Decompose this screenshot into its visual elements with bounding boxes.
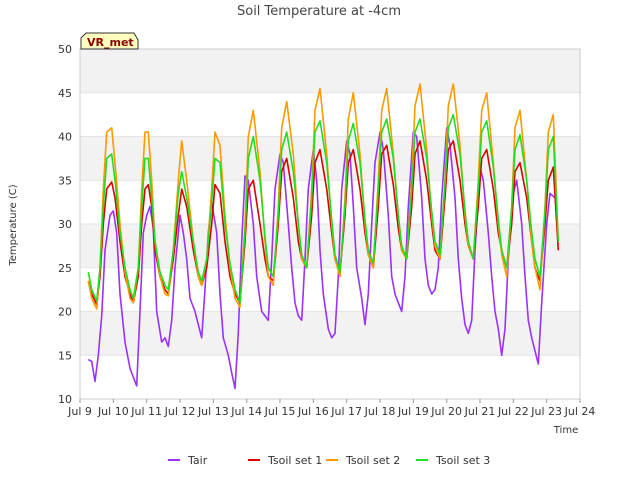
x-tick-label: Jul 16	[297, 405, 329, 418]
y-tick-label: 15	[58, 349, 72, 362]
y-tick-label: 40	[58, 131, 72, 144]
x-tick-label: Jul 13	[197, 405, 229, 418]
series-line-tair	[87, 127, 556, 390]
plot-frame	[79, 48, 581, 400]
badge-label: VR_met	[87, 36, 134, 49]
grid-band	[80, 136, 580, 181]
series-lines	[87, 83, 560, 390]
series-line-tsoil-set-3	[87, 113, 560, 304]
x-axis-label: Time	[553, 425, 578, 436]
x-tick-label: Jul 14	[230, 405, 262, 418]
x-tick-label: Jul 19	[397, 405, 429, 418]
y-axis: 10 15 20 25 30 35 40 45 50	[58, 43, 72, 406]
x-tick-label: Jul 15	[264, 405, 296, 418]
grid-band	[80, 49, 580, 93]
x-tick-label: Jul 21	[464, 405, 496, 418]
y-tick-label: 50	[58, 43, 72, 56]
chart-title: Soil Temperature at -4cm	[237, 4, 401, 19]
x-tick-label: Jul 20	[430, 405, 462, 418]
x-tick-label: Jul 11	[130, 405, 162, 418]
x-tick-label: Jul 18	[364, 405, 396, 418]
x-tick-label: Jul 22	[497, 405, 529, 418]
series-line-tsoil-set-1	[87, 140, 560, 306]
y-tick-label: 10	[58, 393, 72, 406]
x-tick-label: Jul 12	[164, 405, 196, 418]
x-tick-label: Jul 23	[530, 405, 562, 418]
x-axis: Jul 9 Jul 10 Jul 11 Jul 12 Jul 13 Jul 14 Jul 1…	[67, 399, 595, 418]
legend-label: Tsoil set 2	[345, 454, 400, 467]
legend-label: Tair	[187, 454, 208, 467]
x-tick-label: Jul 24	[564, 405, 596, 418]
legend-label: Tsoil set 3	[435, 454, 490, 467]
y-tick-label: 35	[58, 174, 72, 187]
x-tick-label: Jul 10	[97, 405, 129, 418]
badge-shape	[80, 32, 139, 50]
x-tick-label: Jul 17	[330, 405, 362, 418]
y-axis-label: Temperature (C)	[8, 184, 19, 266]
x-tick-label: Jul 9	[67, 405, 92, 418]
y-tick-label: 30	[58, 218, 72, 231]
station-badge: VR_met	[80, 32, 139, 50]
y-tick-label: 25	[58, 262, 72, 275]
grid-band	[80, 224, 580, 268]
legend-label: Tsoil set 1	[267, 454, 322, 467]
y-tick-label: 20	[58, 306, 72, 319]
y-tick-label: 45	[58, 87, 72, 100]
legend: Tair Tsoil set 1 Tsoil set 2 Tsoil set 3	[168, 454, 490, 467]
